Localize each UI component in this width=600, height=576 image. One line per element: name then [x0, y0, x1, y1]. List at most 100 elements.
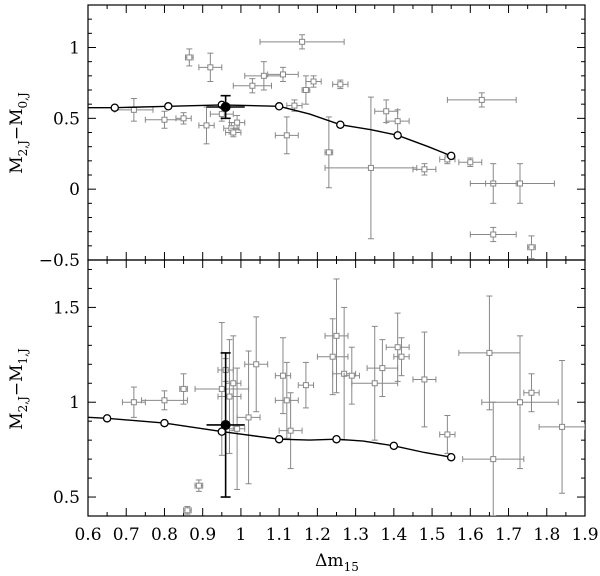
data-point	[244, 316, 269, 413]
square-marker	[130, 399, 137, 406]
open-circle-marker	[274, 102, 284, 111]
open-circle-marker	[446, 151, 456, 161]
square-marker	[218, 385, 225, 392]
data-point	[412, 163, 437, 176]
data-point	[274, 337, 292, 415]
square-marker	[234, 425, 241, 432]
data-point	[228, 367, 246, 490]
data-point	[183, 506, 192, 515]
x-tick-label: 0.7	[113, 525, 140, 545]
data-point	[538, 360, 585, 494]
x-tick-label: 1.1	[266, 525, 293, 545]
data-point	[305, 75, 322, 88]
x-tick-label: 0.6	[74, 525, 101, 545]
y-tick-label: 1.5	[53, 298, 80, 318]
open-circle-marker	[164, 102, 173, 111]
square-marker	[161, 116, 168, 123]
open-circle-marker	[160, 418, 169, 428]
square-marker	[383, 108, 390, 115]
data-point	[198, 52, 223, 82]
square-marker	[234, 119, 241, 126]
x-tick-label: 1.2	[304, 525, 331, 545]
y-tick-label: 0.5	[53, 109, 80, 129]
data-point	[439, 414, 456, 454]
bottom-y-axis-label: M2,J−M1,J	[7, 348, 30, 430]
square-marker	[478, 96, 485, 103]
open-circle-marker	[110, 103, 120, 112]
y-tick-label: −0.5	[39, 251, 80, 271]
square-marker	[421, 376, 428, 383]
square-marker	[184, 507, 191, 514]
square-marker	[467, 159, 474, 166]
square-marker	[291, 102, 298, 109]
data-point	[232, 78, 273, 94]
y-tick-label: 0.5	[53, 488, 80, 508]
square-marker	[230, 380, 237, 387]
square-marker	[218, 111, 225, 118]
data-point	[366, 339, 399, 398]
square-marker	[186, 54, 193, 61]
data-point	[198, 106, 215, 145]
x-tick-label: 1.5	[419, 525, 446, 545]
data-point	[236, 350, 261, 485]
square-marker	[490, 456, 497, 463]
data-point	[458, 157, 483, 167]
square-marker	[207, 64, 214, 71]
square-marker	[337, 81, 344, 88]
square-marker	[325, 149, 332, 156]
square-marker	[528, 244, 535, 251]
open-circle-marker	[274, 434, 284, 444]
square-marker	[283, 397, 290, 404]
data-point	[228, 115, 246, 131]
square-marker	[394, 344, 401, 351]
square-marker	[398, 353, 405, 360]
data-point	[485, 163, 555, 204]
data-point	[324, 116, 334, 189]
model-curve	[88, 416, 452, 458]
square-marker	[245, 414, 252, 421]
data-point	[316, 318, 349, 396]
square-marker	[203, 122, 210, 129]
square-marker	[299, 38, 306, 45]
square-marker	[444, 431, 451, 438]
data-point	[267, 66, 299, 82]
data-point	[184, 48, 194, 67]
data-point	[385, 109, 410, 133]
data-point	[343, 346, 360, 405]
data-point	[259, 34, 345, 50]
open-circle-marker	[332, 434, 341, 444]
filled-circle-marker	[220, 419, 231, 430]
square-marker	[283, 132, 290, 139]
data-point	[469, 226, 517, 243]
square-marker	[421, 166, 428, 173]
x-tick-label: 1.4	[380, 525, 407, 545]
bottom-panel: 0.5 1 1.5 0.6 0.7 0.8 0.9 1 1.1 1.2 1.3 1.4 1.5 1.6 1.…	[53, 259, 599, 545]
top-panel: −0.5 0 0.5 1	[39, 4, 586, 271]
highlight-point	[206, 94, 245, 120]
y-tick-label: 1	[69, 39, 80, 59]
data-point	[481, 335, 559, 470]
data-point	[332, 79, 349, 90]
square-marker	[394, 118, 401, 125]
open-circle-marker	[446, 452, 456, 462]
x-tick-label: 0.9	[189, 525, 216, 545]
data-point	[144, 110, 185, 129]
square-marker	[348, 372, 355, 379]
data-point	[458, 295, 521, 411]
square-marker	[226, 393, 233, 400]
x-tick-label: 1.7	[495, 525, 522, 545]
x-tick-label: 1.6	[457, 525, 484, 545]
square-marker	[559, 423, 566, 430]
x-tick-label: 1.9	[571, 525, 598, 545]
square-marker	[180, 385, 187, 392]
data-point	[225, 335, 242, 432]
data-point	[278, 392, 303, 470]
x-tick-label: 0.8	[151, 525, 178, 545]
plot-frame	[87, 4, 586, 261]
square-marker	[230, 129, 237, 136]
square-marker	[249, 82, 256, 89]
data-point	[175, 112, 192, 125]
open-circle-marker	[393, 131, 402, 140]
square-marker	[517, 180, 524, 187]
